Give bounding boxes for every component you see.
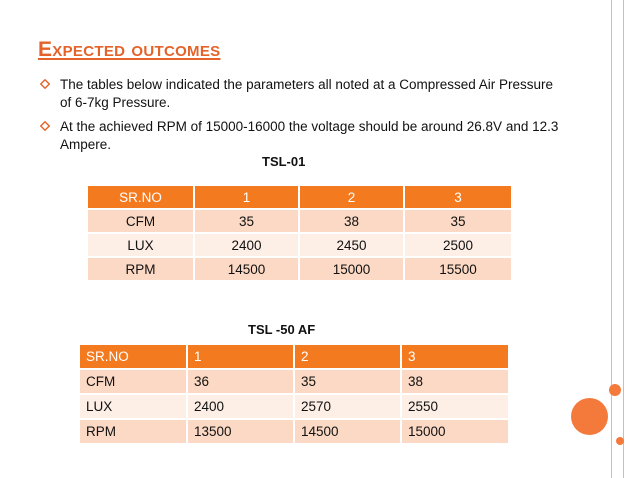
decorative-rule-outer [611,0,612,478]
table-row: LUX 2400 2570 2550 [80,394,508,420]
header-cell: 1 [187,345,295,370]
table-cell: 15500 [404,257,511,282]
table-cell: 2450 [299,233,405,258]
table-row: LUX 2400 2450 2500 [88,233,511,258]
bullet-icon [40,121,50,131]
bullet-text: The tables below indicated the parameter… [60,77,554,110]
table-cell: 15000 [401,419,508,445]
header-cell: 3 [404,186,511,210]
table-cell: RPM [80,419,188,445]
table-row: CFM 35 38 35 [88,209,511,234]
table-row: CFM 36 35 38 [80,369,508,395]
table-cell: 35 [194,209,300,234]
table-cell: 14500 [294,419,402,445]
bullet-list: The tables below indicated the parameter… [40,76,560,160]
table-cell: CFM [88,209,195,234]
decorative-circle-small [609,384,621,396]
table-header-row: SR.NO 1 2 3 [88,186,511,210]
slide-title: Expected outcomes [38,38,221,61]
table-cell: CFM [80,369,188,395]
table-row: RPM 14500 15000 15500 [88,257,511,282]
bullet-item: At the achieved RPM of 15000-16000 the v… [40,118,560,154]
table-cell: 2550 [401,394,508,420]
header-cell: SR.NO [88,186,195,210]
table-cell: 13500 [187,419,295,445]
table-cell: 35 [404,209,511,234]
decorative-circle-dot [616,437,624,445]
bullet-text: At the achieved RPM of 15000-16000 the v… [60,119,559,152]
table-cell: 35 [294,369,402,395]
table-cell: 2500 [404,233,511,258]
decorative-rule-inner [623,0,624,478]
bullet-item: The tables below indicated the parameter… [40,76,560,112]
decorative-circle-large [571,398,608,435]
bullet-icon [40,79,50,89]
table-header-row: SR.NO 1 2 3 [80,345,508,370]
table-row: RPM 13500 14500 15000 [80,419,508,445]
table-tsl-01: SR.NO 1 2 3 CFM 35 38 35 LUX 2400 2450 2… [88,186,511,282]
table-tsl-50-af: SR.NO 1 2 3 CFM 36 35 38 LUX 2400 2570 2… [80,345,508,445]
table-cell: 38 [401,369,508,395]
header-cell: SR.NO [80,345,188,370]
table-cell: 2400 [194,233,300,258]
header-cell: 1 [194,186,300,210]
table-cell: 38 [299,209,405,234]
table1-caption: TSL-01 [262,154,306,169]
table-cell: 14500 [194,257,300,282]
table-cell: 2570 [294,394,402,420]
header-cell: 2 [299,186,405,210]
table-cell: LUX [88,233,195,258]
table-cell: RPM [88,257,195,282]
table-cell: 15000 [299,257,405,282]
table2-caption: TSL -50 AF [248,322,316,337]
table-cell: 2400 [187,394,295,420]
header-cell: 2 [294,345,402,370]
table-cell: LUX [80,394,188,420]
header-cell: 3 [401,345,508,370]
table-cell: 36 [187,369,295,395]
